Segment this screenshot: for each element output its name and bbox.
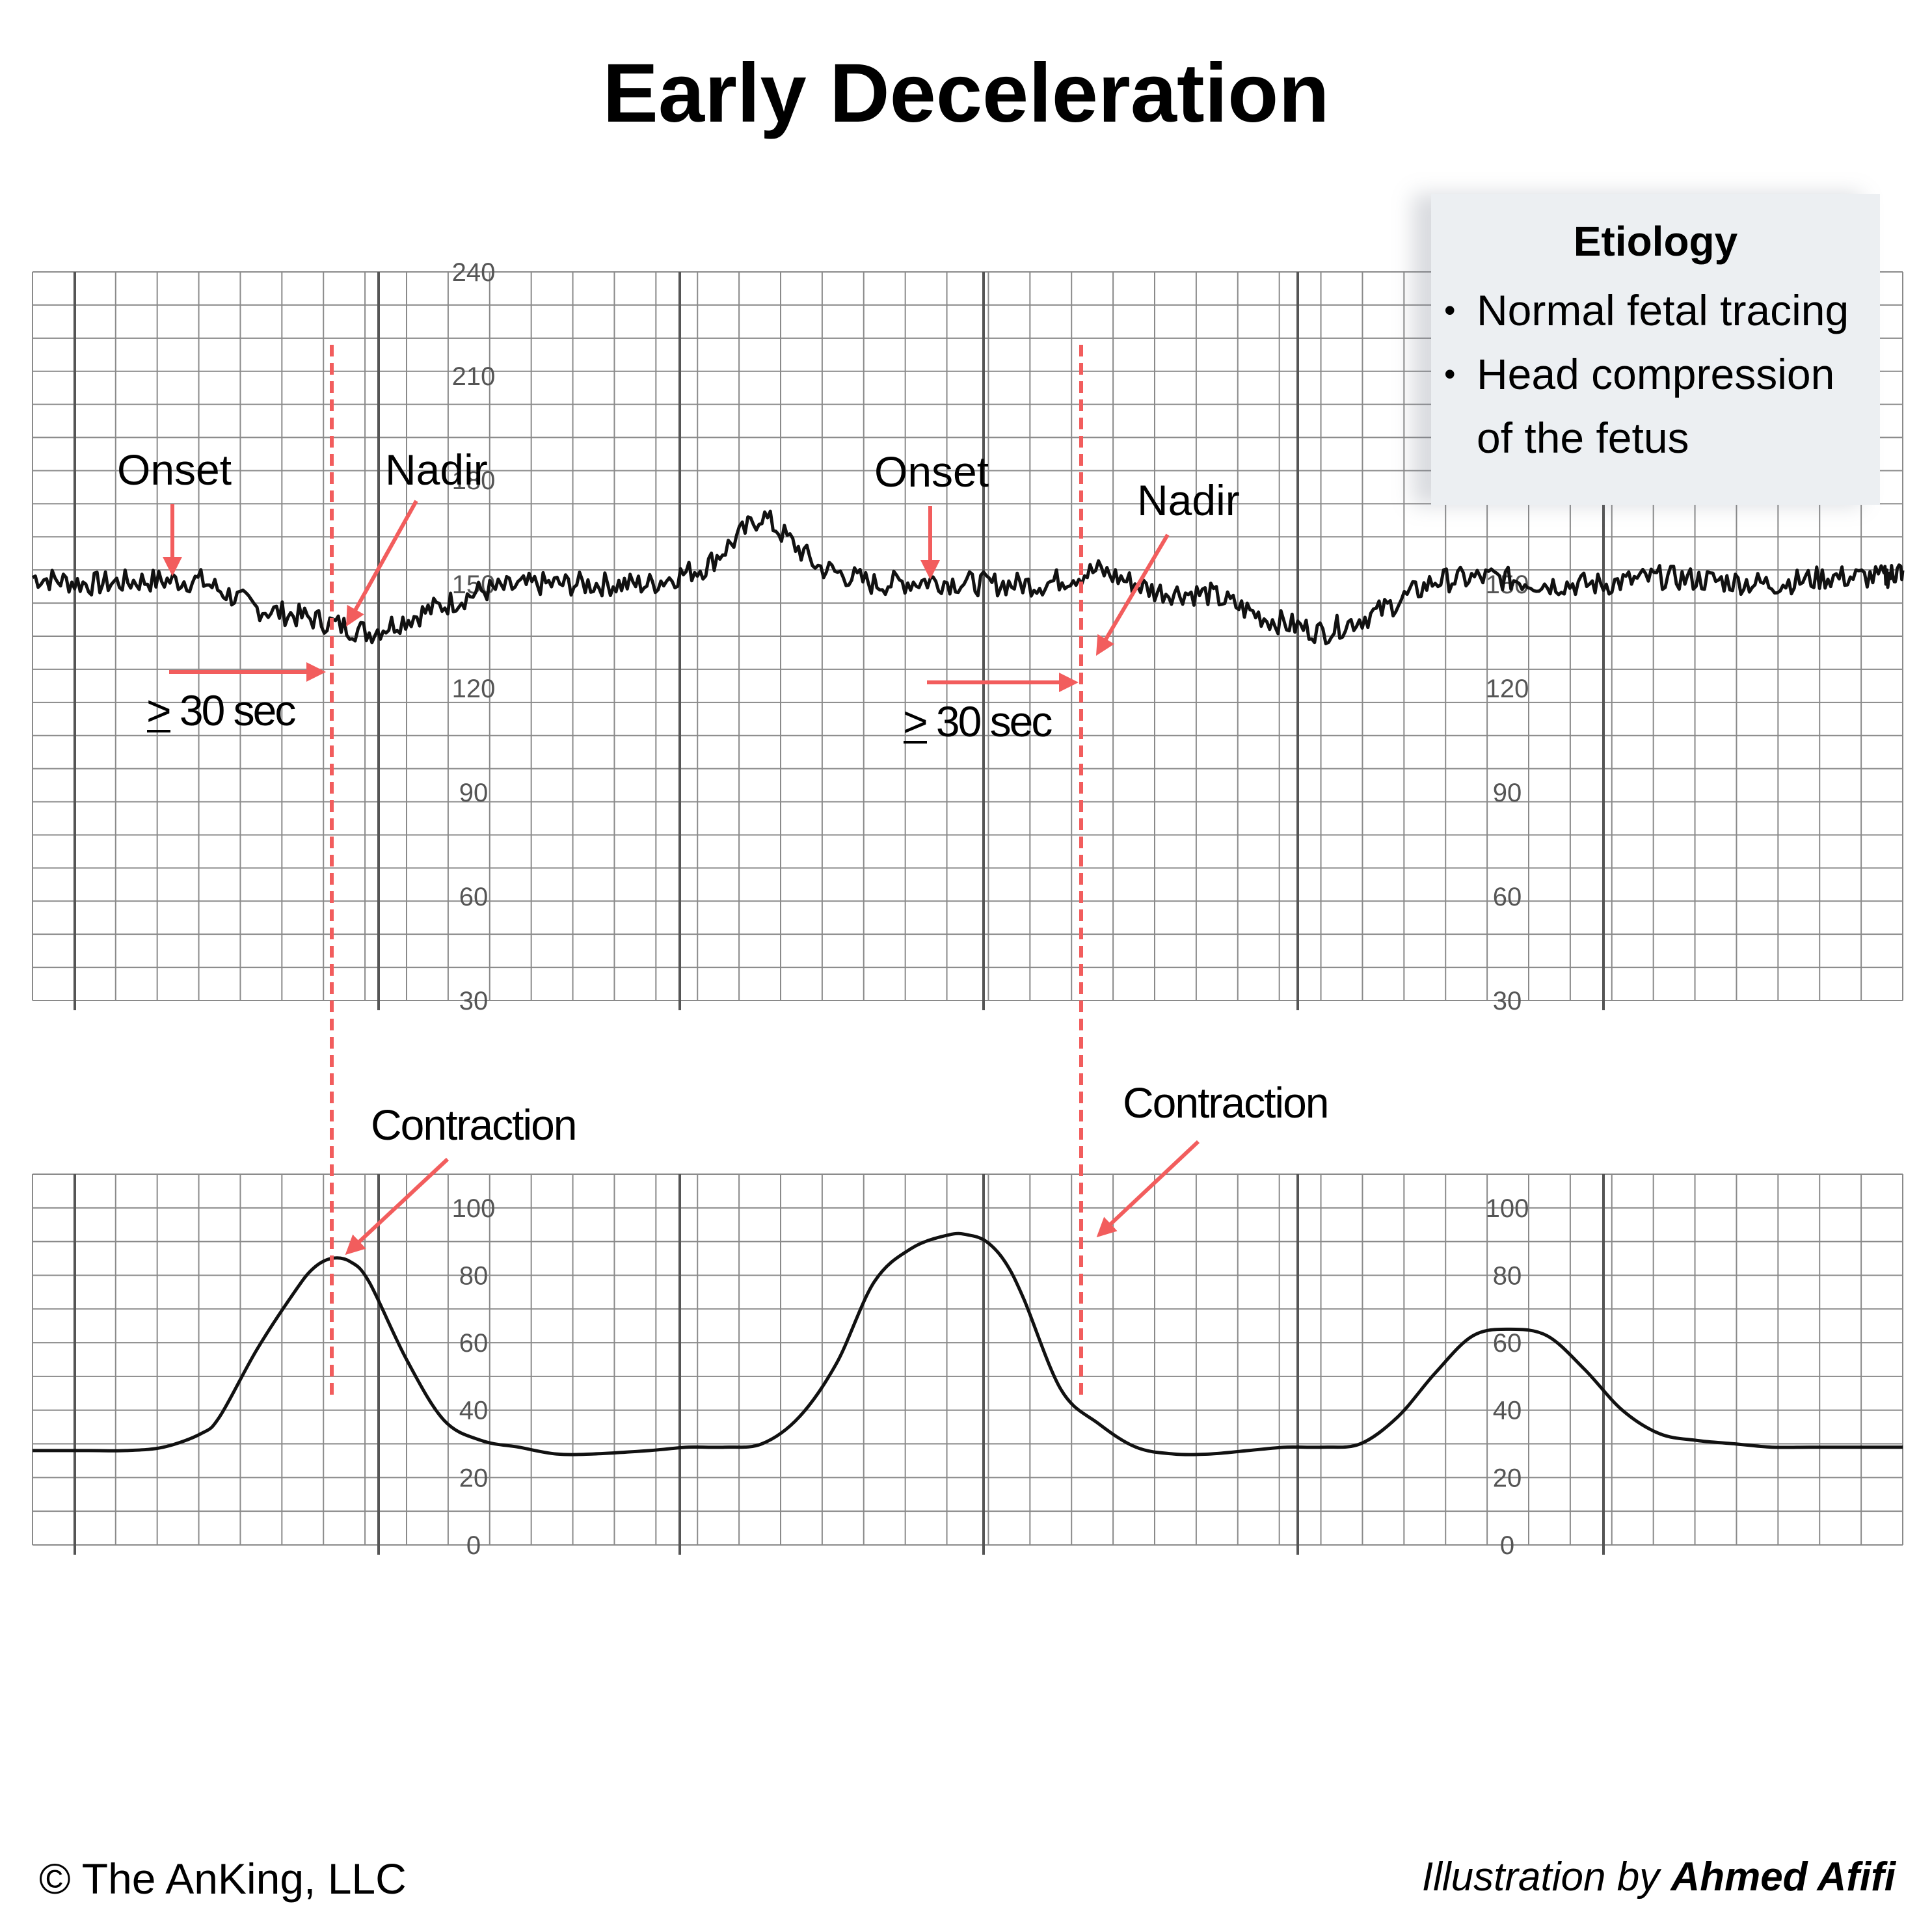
y-tick-label: 40: [459, 1397, 489, 1425]
contraction-label-2: Contraction: [1123, 1079, 1328, 1127]
etiology-list: • Normal fetal tracing • Head compression …: [1444, 278, 1880, 470]
contraction-arrow-1: [345, 1157, 449, 1255]
y-tick-label: 120: [1486, 675, 1529, 703]
y-tick-label: 40: [1493, 1397, 1522, 1425]
nadir-arrow-1: [346, 500, 418, 627]
chart-title: Early Deceleration: [602, 47, 1330, 140]
y-tick-label: 20: [459, 1464, 489, 1492]
nadir-label-2: Nadir: [1137, 476, 1240, 524]
y-tick-label: 120: [452, 675, 496, 703]
toco-grid: [32, 1174, 1903, 1555]
y-tick-label: 60: [459, 1329, 489, 1358]
y-tick-label: 80: [459, 1261, 489, 1290]
onset-label-2: Onset: [874, 448, 989, 496]
annotation-layer: Onset Nadir > 30 sec Onset Nadir > 30 se…: [117, 345, 1330, 1399]
copyright-text: © The AnKing, LLC: [39, 1855, 407, 1903]
y-tick-label: 210: [452, 362, 496, 391]
toco-tick-labels: 100 100 80 80 60 60 40 40 20 20 0 0: [452, 1194, 1529, 1560]
y-tick-label: 60: [1493, 1329, 1522, 1358]
fhr-series-line: [31, 509, 1905, 645]
y-tick-label: 30: [459, 987, 489, 1015]
etiology-item: • Head compression of the fetus: [1444, 350, 1835, 462]
duration-label-1: > 30 sec: [146, 686, 295, 734]
illustration-credit: Illustration by Ahmed Afifi: [1421, 1855, 1896, 1899]
onset-label-1: Onset: [117, 446, 232, 494]
y-tick-label: 30: [1493, 987, 1522, 1015]
contraction-label-1: Contraction: [371, 1101, 576, 1149]
y-tick-label: 0: [466, 1531, 481, 1560]
y-tick-label: 20: [1493, 1464, 1522, 1492]
contraction-arrow-2: [1096, 1140, 1200, 1238]
toco-panel: 100 100 80 80 60 60 40 40 20 20 0 0: [32, 1174, 1903, 1560]
etiology-heading: Etiology: [1573, 218, 1738, 265]
y-tick-label: 180: [452, 466, 496, 495]
fhr-grid: [32, 271, 1903, 1010]
y-tick-label: 100: [452, 1194, 496, 1223]
y-tick-label: 100: [1486, 1194, 1529, 1223]
y-tick-label: 60: [459, 883, 489, 911]
toco-series-line: [33, 1231, 1903, 1456]
y-tick-label: 240: [452, 258, 496, 287]
fhr-panel: 2402402102101801801501501201209090606030…: [31, 258, 1905, 1015]
nadir-label-1: Nadir: [385, 446, 488, 494]
y-tick-label: 90: [1493, 779, 1522, 807]
etiology-item: • Normal fetal tracing: [1444, 286, 1849, 334]
y-tick-label: 150: [1486, 570, 1529, 599]
duration-label-2: > 30 sec: [903, 697, 1052, 745]
y-tick-label: 60: [1493, 883, 1522, 911]
y-tick-label: 0: [1500, 1531, 1514, 1560]
etiology-panel: Etiology • Normal fetal tracing • Head com…: [1431, 194, 1880, 505]
y-tick-label: 90: [459, 779, 489, 807]
y-tick-label: 80: [1493, 1261, 1522, 1290]
nadir-arrow-2: [1095, 533, 1170, 656]
